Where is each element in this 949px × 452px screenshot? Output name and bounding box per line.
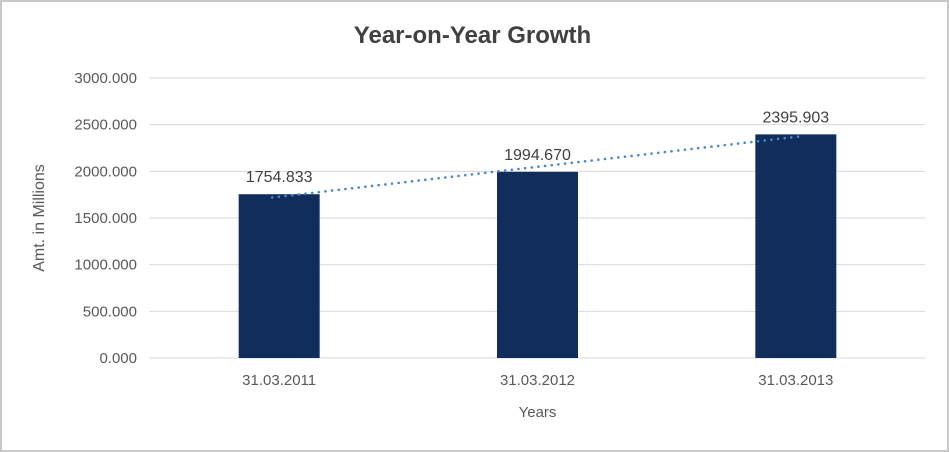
- y-tick-label: 0.000: [99, 350, 137, 367]
- trendline: [270, 135, 801, 199]
- x-axis-title: Years: [518, 404, 557, 421]
- y-tick-label: 1000.000: [74, 257, 137, 274]
- bar-value-label: 1994.670: [504, 147, 571, 164]
- y-tick-label: 3000.000: [74, 70, 137, 87]
- x-tick-label: 31.03.2011: [242, 372, 316, 389]
- y-axis-title-label: Amt. in Millions: [31, 164, 48, 272]
- chart-title: Year-on-Year Growth: [353, 22, 592, 49]
- bar: [497, 171, 578, 358]
- bar: [238, 194, 320, 358]
- bar: [755, 134, 837, 358]
- bar-value-label: 1754.833: [246, 169, 313, 186]
- x-tick-label: 31.03.2012: [500, 372, 575, 389]
- y-tick-label: 1500.000: [74, 210, 137, 227]
- y-tick-label: 500.000: [83, 303, 137, 320]
- bar-value-label: 2395.903: [762, 109, 829, 126]
- y-tick-label: 2000.000: [74, 163, 137, 180]
- x-tick-label: 31.03.2013: [758, 372, 833, 389]
- y-tick-label: 2500.000: [74, 117, 137, 134]
